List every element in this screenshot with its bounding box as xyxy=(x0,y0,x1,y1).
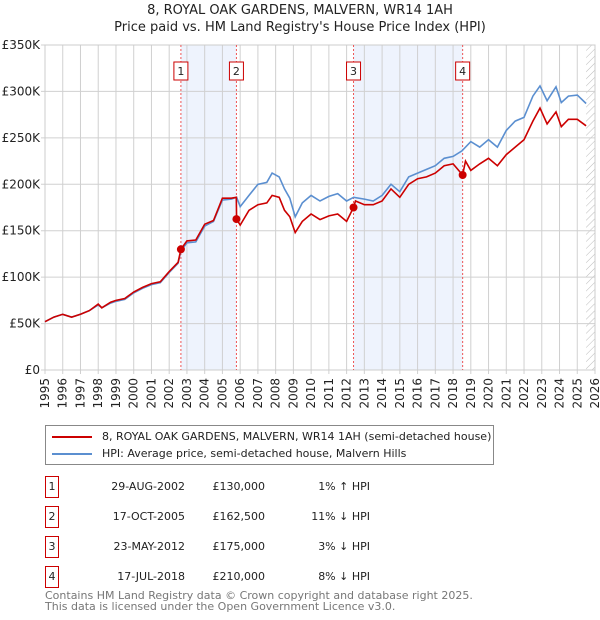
plot-frame xyxy=(44,44,596,371)
y-tick-label: £150K xyxy=(2,224,42,238)
footer: Contains HM Land Registry data © Crown c… xyxy=(45,590,473,612)
sale-date: 17-JUL-2018 xyxy=(117,570,185,583)
x-tick-label: 2020 xyxy=(482,378,496,409)
x-tick-label: 2007 xyxy=(251,378,265,409)
sale-marker-box xyxy=(346,61,362,81)
forecast-hatch xyxy=(586,45,595,370)
subtitle-line: Price paid vs. HM Land Registry's House … xyxy=(114,20,486,35)
sale-marker-label: 2 xyxy=(233,65,240,78)
x-tick-label: 1996 xyxy=(56,378,70,409)
x-tick-label: 2010 xyxy=(304,378,318,409)
sale-period-band xyxy=(180,45,237,370)
y-tick-label: £350K xyxy=(2,38,42,52)
x-tick-label: 1999 xyxy=(109,378,123,409)
x-tick-label: 2013 xyxy=(357,378,371,409)
sale-row: 3 23-MAY-2012 £175,000 3% ↓ HPI xyxy=(45,536,465,558)
sale-period-band xyxy=(353,45,463,370)
sale-price: £130,000 xyxy=(212,480,266,493)
sale-point xyxy=(458,171,467,179)
x-tick-label: 2021 xyxy=(499,378,513,409)
price-chart: 1995 1996 1997 1998 1999 2000 2001 2002 2003 2004… xyxy=(2,38,600,409)
x-tick-label: 2023 xyxy=(535,378,549,409)
sale-marker-box xyxy=(173,61,189,81)
sale-marker-box xyxy=(455,61,471,81)
sale-point xyxy=(349,203,358,212)
legend-red-label: 8, ROYAL OAK GARDENS, MALVERN, WR14 1AH … xyxy=(102,430,492,443)
x-tick-label: 2018 xyxy=(446,378,460,409)
legend-red-line xyxy=(52,435,92,438)
x-tick-label: 2002 xyxy=(162,378,176,409)
sale-date: 23-MAY-2012 xyxy=(113,540,185,553)
y-tick-label: £300K xyxy=(2,84,42,98)
sale-number-badge: 3 xyxy=(45,536,59,558)
hpi-line xyxy=(44,84,587,323)
legend: 8, ROYAL OAK GARDENS, MALVERN, WR14 1AH … xyxy=(45,425,495,465)
sale-marker-box xyxy=(228,61,244,81)
x-tick-label: 2015 xyxy=(393,378,407,409)
price-paid-line xyxy=(44,106,587,323)
x-tick-label: 2017 xyxy=(428,378,442,409)
x-tick-label: 2016 xyxy=(411,378,425,409)
sale-hpi-diff: 1% ↑ HPI xyxy=(318,480,370,493)
sale-marker-label: 1 xyxy=(177,65,184,78)
sale-row: 1 29-AUG-2002 £130,000 1% ↑ HPI xyxy=(45,476,465,498)
x-tick-label: 2011 xyxy=(322,378,336,409)
footer-line: This data is licensed under the Open Gov… xyxy=(45,600,396,613)
x-tick-label: 2000 xyxy=(127,378,141,409)
y-tick-label: £200K xyxy=(2,177,42,191)
sale-number-badge: 4 xyxy=(45,566,59,588)
sale-date: 29-AUG-2002 xyxy=(111,480,185,493)
sale-price: £175,000 xyxy=(212,540,266,553)
x-tick-label: 1995 xyxy=(38,378,52,409)
x-tick-label: 2006 xyxy=(233,378,247,409)
sale-row: 4 17-JUL-2018 £210,000 8% ↓ HPI xyxy=(45,566,465,588)
x-tick-label: 2008 xyxy=(269,378,283,409)
y-tick-label: £50K xyxy=(9,317,41,331)
x-tick-label: 1997 xyxy=(73,378,87,409)
footer-line: Contains HM Land Registry data © Crown c… xyxy=(45,589,473,602)
title-line: 8, ROYAL OAK GARDENS, MALVERN, WR14 1AH xyxy=(147,3,453,18)
sale-hpi-diff: 8% ↓ HPI xyxy=(318,570,370,583)
x-tick-label: 2014 xyxy=(375,378,389,409)
chart-title: 8, ROYAL OAK GARDENS, MALVERN, WR14 1AH P… xyxy=(0,2,600,36)
sale-hpi-diff: 3% ↓ HPI xyxy=(318,540,370,553)
x-tick-label: 2019 xyxy=(464,378,478,409)
sale-point xyxy=(232,215,241,224)
x-tick-label: 2005 xyxy=(215,378,229,409)
sale-marker-label: 4 xyxy=(459,65,466,78)
sale-hpi-diff: 11% ↓ HPI xyxy=(311,510,370,523)
x-tick-label: 2024 xyxy=(553,378,567,409)
sale-date: 17-OCT-2005 xyxy=(112,510,185,523)
sale-number-badge: 2 xyxy=(45,506,59,528)
y-tick-label: £0 xyxy=(25,363,40,377)
x-tick-label: 2001 xyxy=(144,378,158,409)
x-tick-label: 2022 xyxy=(517,378,531,409)
x-tick-label: 2004 xyxy=(198,378,212,409)
x-tick-label: 2003 xyxy=(180,378,194,409)
sale-price: £210,000 xyxy=(212,570,266,583)
sale-number-badge: 1 xyxy=(45,476,59,498)
x-tick-label: 2009 xyxy=(286,378,300,409)
y-tick-label: £250K xyxy=(2,131,42,145)
legend-blue-label: HPI: Average price, semi-detached house,… xyxy=(102,447,407,460)
x-tick-label: 2026 xyxy=(588,378,600,409)
sale-price: £162,500 xyxy=(212,510,266,523)
x-tick-label: 2025 xyxy=(570,378,584,409)
x-tick-label: 2012 xyxy=(340,378,354,409)
sale-marker-label: 3 xyxy=(350,65,357,78)
sale-row: 2 17-OCT-2005 £162,500 11% ↓ HPI xyxy=(45,506,465,528)
y-tick-label: £100K xyxy=(2,270,42,284)
x-tick-label: 1998 xyxy=(91,378,105,409)
sale-point xyxy=(176,245,185,254)
legend-blue-line xyxy=(52,452,92,455)
